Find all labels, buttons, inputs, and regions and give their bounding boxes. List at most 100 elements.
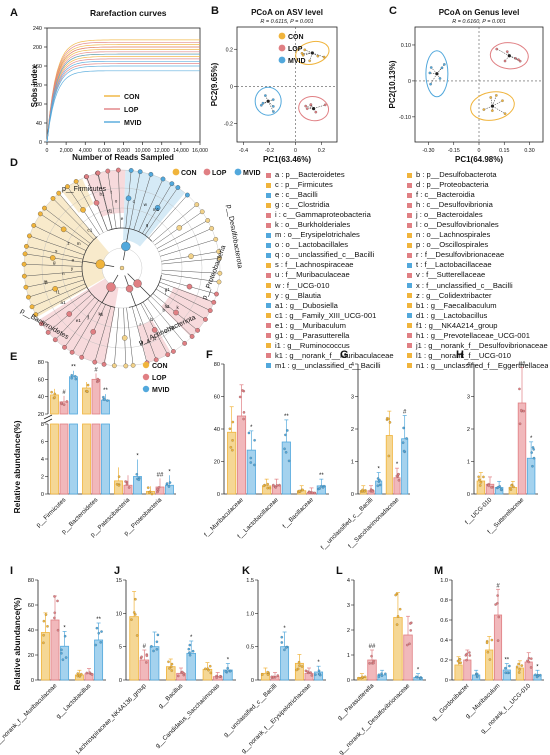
data-point-m: [456, 659, 460, 663]
data-point-i: [76, 672, 80, 675]
y-tick-label-e: 2: [41, 475, 44, 481]
y-tick-label-e: 60: [38, 377, 44, 383]
node-letter: t: [111, 190, 113, 195]
clade-branch: [155, 288, 206, 320]
centroid-c: [490, 104, 495, 108]
legend-row: g1 : g__Parasutterella h1 : g__Prevotella…: [266, 331, 548, 341]
sig-marker-e: #: [62, 390, 66, 396]
y-tick-label-l: 2: [347, 628, 350, 634]
sig-marker-j: #: [143, 644, 147, 650]
node-letter: i: [165, 291, 166, 296]
taxon-node: [37, 211, 43, 217]
y-tick-label-a: 200: [33, 45, 42, 51]
data-point-j: [229, 669, 232, 673]
data-point-e: [53, 392, 57, 396]
legend-dot-e: [142, 385, 150, 393]
taxon-node: [165, 352, 171, 358]
data-point-m: [497, 615, 501, 619]
data-point-f: [301, 488, 304, 492]
data-point-j: [155, 648, 159, 651]
x-tick-label-c: -0.15: [448, 148, 460, 154]
data-point-i: [44, 613, 48, 616]
cladogram-ring: [23, 169, 221, 367]
rarefaction-curve-mvid: [46, 65, 200, 143]
sample-point-b: [323, 103, 327, 107]
x-tick-label-g: f__unclassified_c__Bacilli: [320, 496, 375, 551]
node-letter: l: [148, 338, 149, 343]
taxon-node: [148, 172, 154, 177]
bar-e-mvid: [69, 423, 78, 495]
legend-text: o : o__Lactobacillales: [275, 240, 349, 250]
clade-branch: [118, 170, 121, 229]
node-letter: c1: [87, 228, 92, 233]
clade-branch: [161, 269, 220, 274]
y-tick-label-a: 40: [36, 121, 42, 127]
legend-entry: v : f__Sutterellaceae: [407, 270, 548, 280]
clade-label-firmicutes: p__Firmicutes: [62, 186, 106, 193]
data-point-m: [496, 602, 499, 605]
legend-swatch: [266, 283, 271, 289]
node-letter: h1: [165, 304, 171, 309]
data-point-j: [209, 671, 213, 675]
x-tick-label-h: f__UCG-010: [464, 496, 494, 526]
sig-marker-e: **: [103, 388, 108, 394]
y-tick-label-l: 0: [347, 678, 350, 684]
sig-marker-k: *: [317, 660, 320, 666]
data-point-m: [485, 641, 489, 645]
x-tick-label-b: 0: [294, 148, 297, 154]
y-tick-label-m: 0.8: [440, 598, 448, 604]
legend-text: t : f__Lactobacillaceae: [416, 260, 492, 270]
plot-frame-b: [236, 26, 338, 143]
y-tick-label-g: 2: [351, 427, 354, 433]
x-tick-label-c: -0.30: [422, 148, 434, 154]
rarefaction-curve-con: [46, 39, 200, 143]
panel-letter-l: L: [336, 565, 343, 577]
data-point-h: [508, 486, 512, 490]
centroid-b: [312, 107, 316, 111]
phylum-node: [106, 282, 116, 292]
data-point-k: [266, 673, 270, 676]
y-tick-label-h: 3: [467, 395, 470, 401]
legend-swatch: [407, 333, 412, 339]
bar-e-lop: [91, 423, 101, 495]
panel-c-title: PCoA on Genus level: [439, 8, 520, 17]
data-point-f: [249, 461, 253, 464]
sig-marker-m: **: [504, 658, 509, 664]
data-point-k: [300, 665, 304, 668]
legend-entry: m1 : g__unclassified_c__Bacilli: [266, 361, 407, 371]
legend-text: m : o__Erysipelotrichales: [275, 230, 360, 240]
data-point-l: [396, 615, 400, 618]
data-point-j: [176, 674, 180, 678]
group-ellipse-c: [425, 50, 449, 98]
taxon-node: [79, 354, 85, 360]
data-point-j: [156, 633, 160, 637]
cladogram-legend: a : p__Bacteroidetes b : p__Desulfobacter…: [266, 170, 548, 371]
bar-g-mvid: [401, 438, 409, 495]
legend-swatch: [407, 262, 412, 268]
data-point-j: [206, 667, 210, 670]
data-point-j: [170, 662, 174, 666]
panel-letter-c: C: [389, 5, 397, 17]
data-point-j: [224, 670, 228, 673]
x-tick-label-c: 0.30: [524, 148, 534, 154]
legend-label-b: MVID: [288, 58, 306, 65]
y-tick-label-k: 0.5: [246, 645, 254, 651]
legend-entry: a : p__Bacteroidetes: [266, 170, 407, 180]
data-point-i: [88, 671, 92, 674]
sig-marker-l: ##: [369, 644, 376, 650]
sample-point-b: [272, 105, 275, 108]
data-point-e: [70, 374, 74, 377]
legend-swatch: [407, 232, 412, 238]
group-ellipse-b: [254, 86, 282, 116]
data-point-h: [512, 485, 515, 489]
data-point-l: [415, 675, 418, 679]
taxon-node: [26, 294, 31, 300]
data-point-h: [520, 408, 523, 412]
y-axis-label-i: Relative abundance(%): [12, 597, 22, 690]
legend-entry: f : c__Bacteroidia: [407, 190, 548, 200]
y-axis-label-e: Relative abundance(%): [12, 420, 22, 513]
node-letter: f1: [44, 279, 48, 284]
sample-point-c: [429, 82, 432, 86]
data-point-k: [314, 673, 317, 676]
data-point-e: [70, 376, 74, 380]
